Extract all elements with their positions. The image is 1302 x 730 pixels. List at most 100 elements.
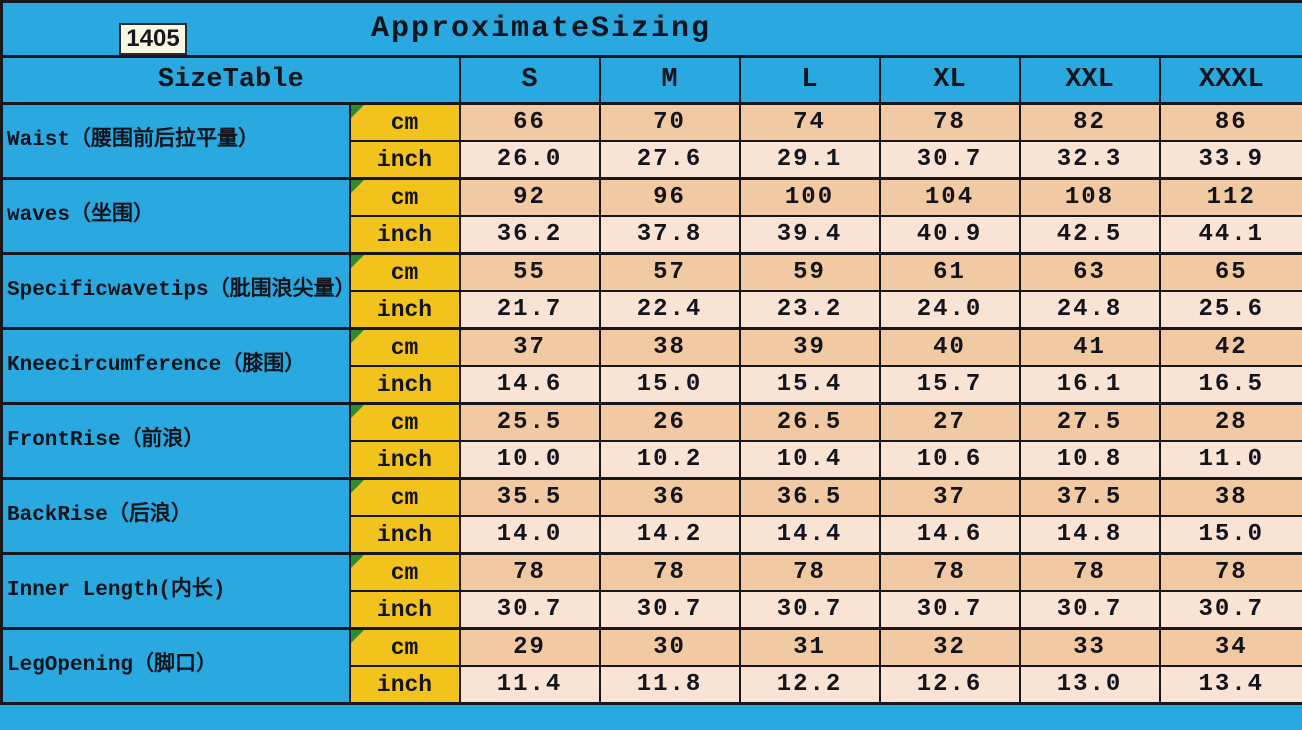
size-column-header: XXL xyxy=(1018,55,1161,105)
unit-cell-inch: inch xyxy=(348,665,461,705)
size-value-cell: 23.2 xyxy=(738,290,881,330)
size-value-cell: 32.3 xyxy=(1018,140,1161,180)
size-value-cell: 11.4 xyxy=(458,665,601,705)
size-column-header: L xyxy=(738,55,881,105)
unit-cell-inch: inch xyxy=(348,515,461,555)
size-value-cell: 61 xyxy=(878,252,1021,292)
unit-label: inch xyxy=(376,221,433,248)
size-value-cell: 30 xyxy=(598,627,741,667)
flag-triangle-icon xyxy=(351,181,364,193)
size-value-cell: 78 xyxy=(458,552,601,592)
title-cell: 1405 ApproximateSizing xyxy=(0,0,1302,58)
size-value-cell: 11.8 xyxy=(598,665,741,705)
size-value-cell: 96 xyxy=(598,177,741,217)
size-value-cell: 30.7 xyxy=(878,590,1021,630)
measurement-label: Waist（腰围前后拉平量） xyxy=(0,102,351,180)
size-value-cell: 30.7 xyxy=(1018,590,1161,630)
size-value-cell: 26.0 xyxy=(458,140,601,180)
unit-label: cm xyxy=(390,184,419,211)
size-value-cell: 44.1 xyxy=(1158,215,1302,255)
size-value-cell: 39 xyxy=(738,327,881,367)
size-value-cell: 37.8 xyxy=(598,215,741,255)
measurement-row-cm: LegOpening（脚口） cm 29 30 31 32 33 34 xyxy=(0,627,1302,705)
size-value-cell: 33.9 xyxy=(1158,140,1302,180)
unit-cell-cm: cm xyxy=(348,402,461,442)
unit-cell-cm: cm xyxy=(348,102,461,142)
measurement-label: waves（坐围） xyxy=(0,177,351,255)
size-value-cell: 16.5 xyxy=(1158,365,1302,405)
size-value-cell: 10.2 xyxy=(598,440,741,480)
size-value-cell: 27 xyxy=(878,402,1021,442)
size-value-cell: 12.2 xyxy=(738,665,881,705)
size-value-cell: 78 xyxy=(878,552,1021,592)
measurement-row-cm: FrontRise（前浪） cm 25.5 26 26.5 27 27.5 28 xyxy=(0,402,1302,480)
size-value-cell: 78 xyxy=(598,552,741,592)
size-value-cell: 22.4 xyxy=(598,290,741,330)
unit-label: inch xyxy=(376,671,433,698)
size-value-cell: 39.4 xyxy=(738,215,881,255)
size-value-cell: 42.5 xyxy=(1018,215,1161,255)
measurement-row-inch: inch 14.6 15.0 15.4 15.7 16.1 16.5 xyxy=(2,365,1302,405)
size-column-header: XXXL xyxy=(1158,55,1302,105)
unit-label: inch xyxy=(376,146,433,173)
flag-triangle-icon xyxy=(351,556,364,568)
measurement-label: Specificwavetips（肶围浪尖量） xyxy=(0,252,351,330)
size-value-cell: 74 xyxy=(738,102,881,142)
unit-cell-cm: cm xyxy=(348,477,461,517)
unit-label: inch xyxy=(376,446,433,473)
size-value-cell: 34 xyxy=(1158,627,1302,667)
size-value-cell: 36 xyxy=(598,477,741,517)
size-value-cell: 15.0 xyxy=(1158,515,1302,555)
measurement-row-cm: Kneecircumference（膝围） cm 37 38 39 40 41 42 xyxy=(0,327,1302,405)
size-value-cell: 31 xyxy=(738,627,881,667)
style-number-badge: 1405 xyxy=(119,23,187,54)
size-value-cell: 78 xyxy=(1158,552,1302,592)
size-value-cell: 35.5 xyxy=(458,477,601,517)
size-value-cell: 14.0 xyxy=(458,515,601,555)
size-value-cell: 10.4 xyxy=(738,440,881,480)
unit-cell-inch: inch xyxy=(348,590,461,630)
size-value-cell: 14.2 xyxy=(598,515,741,555)
unit-cell-cm: cm xyxy=(348,252,461,292)
size-value-cell: 25.5 xyxy=(458,402,601,442)
measurement-row-inch: inch 10.0 10.2 10.4 10.6 10.8 11.0 xyxy=(2,440,1302,480)
unit-cell-inch: inch xyxy=(348,365,461,405)
size-table-header: SizeTable xyxy=(0,55,461,105)
size-value-cell: 30.7 xyxy=(878,140,1021,180)
measurement-label: FrontRise（前浪） xyxy=(0,402,351,480)
size-column-header: M xyxy=(598,55,741,105)
size-column-header: S xyxy=(458,55,601,105)
size-value-cell: 78 xyxy=(1018,552,1161,592)
size-value-cell: 26.5 xyxy=(738,402,881,442)
size-value-cell: 16.1 xyxy=(1018,365,1161,405)
size-value-cell: 112 xyxy=(1158,177,1302,217)
flag-triangle-icon xyxy=(351,106,364,118)
size-value-cell: 12.6 xyxy=(878,665,1021,705)
size-value-cell: 78 xyxy=(738,552,881,592)
unit-label: inch xyxy=(376,521,433,548)
size-value-cell: 13.4 xyxy=(1158,665,1302,705)
size-value-cell: 27.6 xyxy=(598,140,741,180)
unit-label: cm xyxy=(390,109,419,136)
size-value-cell: 55 xyxy=(458,252,601,292)
size-value-cell: 37 xyxy=(458,327,601,367)
size-value-cell: 15.7 xyxy=(878,365,1021,405)
measurement-row-inch: inch 21.7 22.4 23.2 24.0 24.8 25.6 xyxy=(2,290,1302,330)
unit-label: cm xyxy=(390,409,419,436)
measurement-label: BackRise（后浪） xyxy=(0,477,351,555)
size-value-cell: 100 xyxy=(738,177,881,217)
flag-triangle-icon xyxy=(351,256,364,268)
size-value-cell: 70 xyxy=(598,102,741,142)
size-value-cell: 27.5 xyxy=(1018,402,1161,442)
unit-cell-inch: inch xyxy=(348,215,461,255)
flag-triangle-icon xyxy=(351,481,364,493)
size-table: 1405 ApproximateSizing SizeTable S M L XL XX… xyxy=(0,0,1302,705)
title-row: 1405 ApproximateSizing xyxy=(0,0,1302,58)
measurement-row-cm: Inner Length(内长) cm 78 78 78 78 78 78 xyxy=(0,552,1302,630)
unit-label: cm xyxy=(390,259,419,286)
measurement-row-inch: inch 14.0 14.2 14.4 14.6 14.8 15.0 xyxy=(2,515,1302,555)
size-value-cell: 15.4 xyxy=(738,365,881,405)
size-value-cell: 29 xyxy=(458,627,601,667)
size-header-row: SizeTable S M L XL XXL XXXL xyxy=(0,55,1302,105)
